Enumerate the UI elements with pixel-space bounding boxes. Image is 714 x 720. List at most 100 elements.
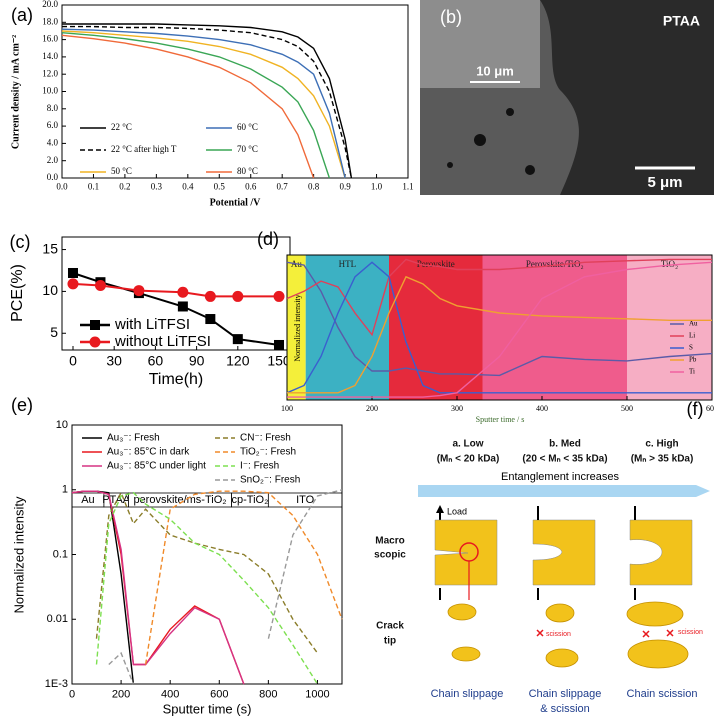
legend-label: 50 °C (111, 166, 132, 176)
y-tick-label: 18.0 (42, 16, 58, 26)
pinhole (506, 108, 514, 116)
region-label: perovskite/ms-TiO₂ (133, 494, 226, 506)
panel-label: (c) (10, 232, 31, 252)
marker (67, 278, 79, 290)
pinhole (447, 162, 453, 168)
marker (232, 334, 243, 345)
series-line (286, 261, 712, 394)
series-line (95, 491, 319, 654)
legend-label: I⁻: Fresh (240, 461, 279, 472)
column-range: (Mₙ > 35 kDa) (631, 454, 694, 465)
panel-label: (f) (687, 399, 704, 419)
series-line (108, 489, 343, 685)
legend-label: 22 °C (111, 122, 132, 132)
marker (274, 339, 285, 350)
x-tick-label: 0.1 (88, 182, 99, 192)
caption: Chain slippage (431, 688, 504, 700)
y-tick-label: 1 (62, 484, 68, 496)
caption: Chain slippage (529, 688, 602, 700)
region-label: ITO (296, 494, 315, 506)
x-axis-label: Sputter time / s (476, 415, 525, 424)
x-tick-label: 0.6 (245, 182, 257, 192)
legend-label: 70 °C (237, 144, 258, 154)
y-tick-label: 12.0 (42, 68, 58, 78)
marker (177, 301, 188, 312)
scale-label: 5 μm (647, 174, 682, 191)
row-label: Macro (375, 536, 404, 547)
region-label: cp-TiO₂ (232, 494, 269, 506)
load-arrow (436, 505, 444, 513)
y-tick-label: 15 (42, 240, 58, 256)
panel-label: (e) (11, 395, 33, 415)
x-tick-label: 100 (281, 404, 293, 413)
region (482, 255, 627, 400)
y-axis-label: PCE(%) (9, 264, 26, 322)
scission-label: scission (546, 631, 571, 638)
x-tick-label: 90 (189, 353, 205, 369)
series-line (144, 490, 343, 665)
film-region (420, 0, 579, 195)
marker (133, 285, 145, 297)
x-tick-label: 200 (112, 688, 130, 700)
region-label: TiO₂ (661, 259, 678, 269)
pinhole (525, 165, 535, 175)
region (287, 255, 306, 400)
legend-label: Ti (689, 368, 695, 376)
x-tick-label: 150 (267, 353, 291, 369)
specimen (434, 506, 693, 600)
x-tick-label: 60 (148, 353, 164, 369)
series-line (61, 34, 315, 179)
region (389, 255, 483, 400)
row-label: Crack (376, 621, 404, 632)
y-tick-label: 10 (42, 282, 58, 298)
y-tick-label: 20.0 (42, 0, 58, 9)
legend-label: Au (689, 320, 698, 328)
column-range: (20 < Mₙ < 35 kDa) (522, 454, 607, 465)
legend-label: Au₃⁻: 85°C in dark (107, 447, 190, 458)
marker (205, 314, 216, 325)
region-label: PTAA (102, 494, 131, 506)
series-line (61, 32, 331, 179)
series-line (286, 261, 713, 377)
marker (273, 290, 285, 302)
chain-bundle (447, 601, 689, 669)
x-tick-label: 400 (161, 688, 179, 700)
panel-label: (a) (11, 5, 33, 25)
column-title: c. High (645, 439, 678, 450)
y-axis-label: Normalized intensity (11, 496, 26, 614)
marker (94, 280, 106, 292)
x-tick-label: 120 (226, 353, 250, 369)
panel-label: (b) (440, 7, 462, 27)
legend-label: CN⁻: Fresh (240, 433, 291, 444)
series-line (62, 25, 353, 179)
x-tick-label: 1.0 (371, 182, 383, 192)
x-tick-label: 0.5 (214, 182, 226, 192)
legend-marker (90, 320, 100, 330)
legend-label: Li (689, 332, 695, 340)
x-tick-label: 400 (536, 404, 548, 413)
legend-label: Au₃⁻: Fresh (107, 433, 160, 444)
caption: & scission (540, 703, 590, 715)
column-title: b. Med (549, 439, 581, 450)
y-tick-label: 2.0 (47, 155, 59, 165)
x-tick-label: 30 (106, 353, 122, 369)
marker (204, 290, 216, 302)
x-tick-label: 0.2 (119, 182, 130, 192)
scission-mark (536, 629, 674, 638)
y-tick-label: 8.0 (47, 103, 59, 113)
legend-label: 60 °C (237, 122, 258, 132)
caption: Chain scission (627, 688, 698, 700)
series-line (286, 258, 712, 337)
y-tick-label: 6.0 (47, 120, 59, 130)
y-tick-label: 5 (50, 324, 58, 340)
region-label: HTL (339, 259, 357, 269)
chart-panel: 0 30 60 90 120 150 5 10 15 (c) Time(h) PCE(%) with L… (9, 232, 291, 388)
x-tick-label: 500 (621, 404, 633, 413)
column-title: a. Low (452, 439, 483, 450)
y-axis-label: Current density / mA cm⁻² (10, 35, 21, 149)
pinhole (474, 134, 486, 146)
x-tick-label: 1.1 (402, 182, 413, 192)
load-label: Load (447, 506, 467, 516)
chart-panel: Au PTAA perovskite/ms-TiO₂ cp-TiO₂ ITO 0 200 40… (11, 395, 343, 716)
